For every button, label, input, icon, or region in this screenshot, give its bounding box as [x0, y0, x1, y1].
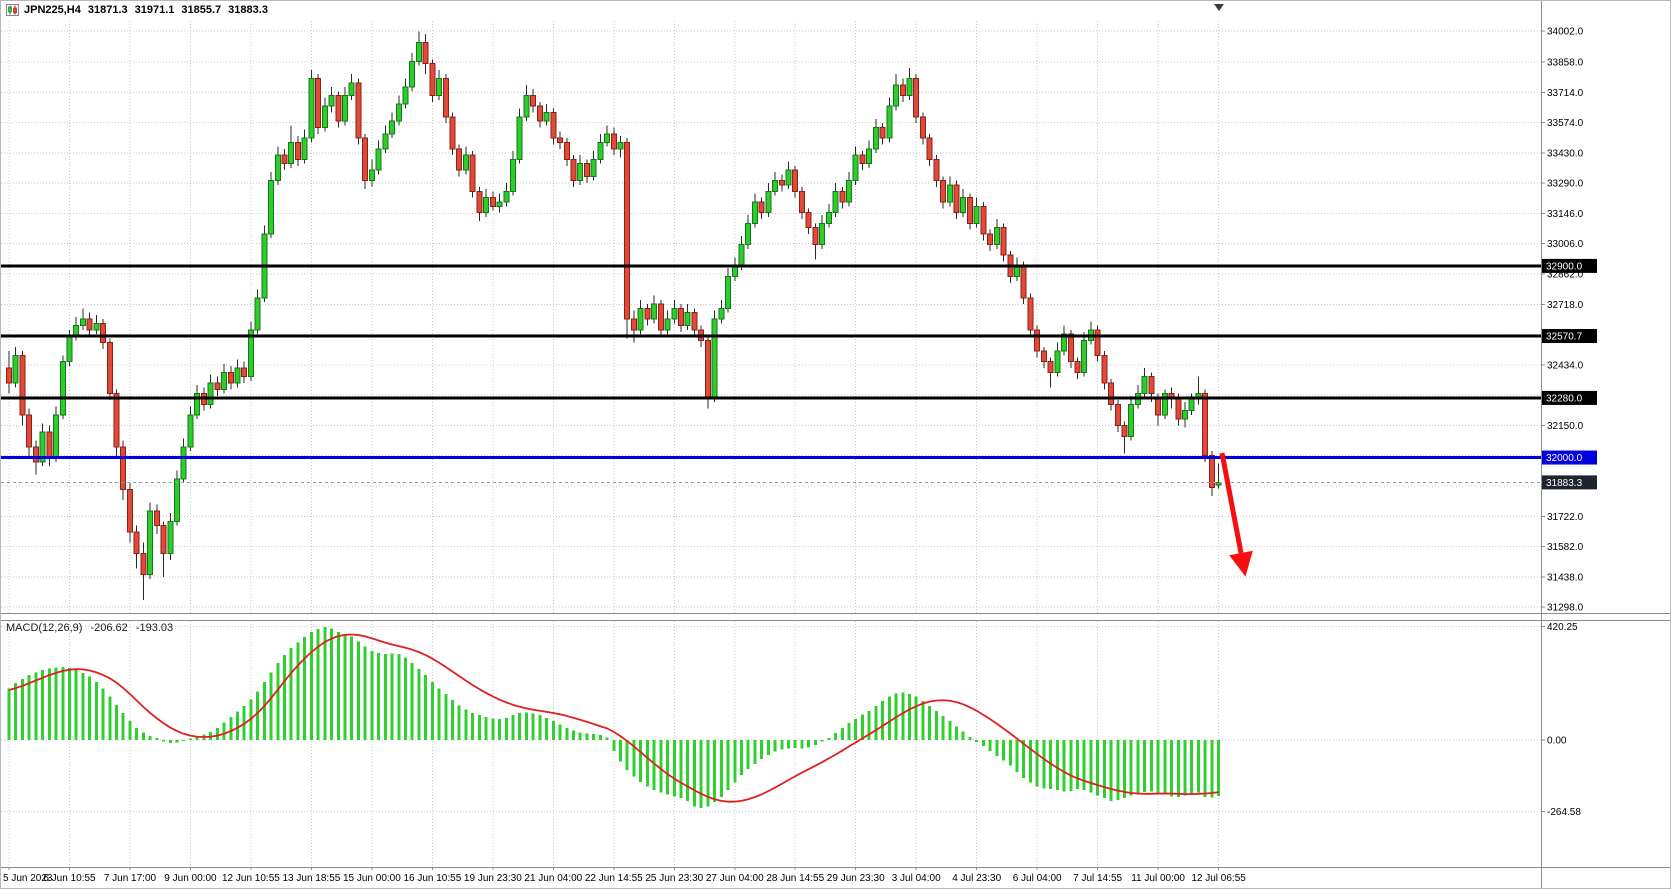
price-tick-label: 34002.0: [1547, 27, 1584, 38]
time-tick-label: 11 Jul 00:00: [1131, 873, 1185, 884]
time-tick-label: 7 Jul 14:55: [1073, 873, 1122, 884]
macd-signal-line: [8, 633, 1219, 803]
time-tick-label: 4 Jul 23:30: [952, 873, 1001, 884]
quote-high: 31971.1: [134, 4, 175, 16]
candlestick-chart-icon: [6, 4, 19, 16]
time-tick-label: 13 Jun 18:55: [282, 873, 340, 884]
price-tick-label: 31298.0: [1547, 603, 1584, 614]
price-badges: 32900.0 32570.7 32280.0 32000.0 31883.3: [1542, 258, 1597, 490]
chart-shift-marker: [1214, 4, 1224, 11]
price-tick-label: 33290.0: [1547, 178, 1584, 189]
price-badge: [1542, 329, 1597, 344]
candles: [6, 31, 1222, 601]
price-tick-label: 33714.0: [1547, 88, 1584, 99]
macd-histogram: [7, 626, 1221, 809]
time-tick-label: 27 Jun 04:00: [706, 873, 764, 884]
price-badge-label: 32900.0: [1546, 261, 1583, 272]
price-tick-label: 31582.0: [1547, 542, 1584, 553]
time-tick-label: 3 Jul 04:00: [892, 873, 941, 884]
price-axis[interactable]: 34002.0 33858.0 33714.0 33574.0 33430.0 33290…: [1541, 1, 1584, 889]
time-tick-label: 9 Jun 00:00: [164, 873, 217, 884]
time-tick-label: 5 Jun 2023: [3, 873, 53, 884]
time-tick-label: 15 Jun 00:00: [343, 873, 401, 884]
time-tick-label: 25 Jun 23:30: [645, 873, 703, 884]
macd-tick-label: -264.58: [1547, 807, 1581, 818]
price-badge: [1542, 390, 1597, 405]
price-badge-label: 31883.3: [1546, 478, 1583, 489]
panel-separator: [1, 613, 1670, 621]
price-tick-label: 33858.0: [1547, 57, 1584, 68]
symbol-timeframe-label: JPN225,H4: [24, 4, 81, 16]
macd-tick-label: 0.00: [1547, 736, 1567, 747]
macd-indicator-label: MACD(12,26,9) -206.62 -193.03: [6, 622, 178, 634]
price-tick-label: 33574.0: [1547, 118, 1584, 129]
price-badge: [1542, 450, 1597, 465]
time-tick-label: 22 Jun 14:55: [585, 873, 643, 884]
time-tick-label: 6 Jun 10:55: [43, 873, 96, 884]
chart-ohlc-header: JPN225,H4 31871.3 31971.1 31855.7 31883.…: [6, 4, 268, 16]
time-tick-label: 29 Jun 23:30: [827, 873, 885, 884]
time-tick-label: 28 Jun 14:55: [766, 873, 824, 884]
macd-tick-label: 420.25: [1547, 622, 1578, 633]
price-badge-label: 32570.7: [1546, 332, 1583, 343]
price-tick-label: 33430.0: [1547, 149, 1584, 160]
price-tick-label: 32434.0: [1547, 361, 1584, 372]
price-badge-label: 32280.0: [1546, 393, 1583, 404]
horizontal-price-lines[interactable]: [1, 264, 1541, 483]
price-tick-label: 33146.0: [1547, 209, 1584, 220]
price-tick-label: 32150.0: [1547, 421, 1584, 432]
price-tick-label: 31722.0: [1547, 512, 1584, 523]
price-badge: [1542, 258, 1597, 273]
time-tick-label: 7 Jun 17:00: [104, 873, 157, 884]
price-badge: [1542, 475, 1597, 490]
time-tick-label: 12 Jun 10:55: [222, 873, 280, 884]
macd-main-value: -206.62: [90, 622, 128, 634]
price-tick-label: 32718.0: [1547, 300, 1584, 311]
quote-low: 31855.7: [181, 4, 222, 16]
price-tick-label: 31438.0: [1547, 573, 1584, 584]
time-tick-label: 19 Jun 23:30: [464, 873, 522, 884]
macd-name: MACD(12,26,9): [6, 622, 83, 634]
price-tick-label: 32862.0: [1547, 269, 1584, 280]
macd-signal-value: -193.03: [135, 622, 174, 634]
quote-close: 31883.3: [228, 4, 268, 16]
quote-open: 31871.3: [87, 4, 128, 16]
price-tick-label: 33006.0: [1547, 239, 1584, 250]
down-arrow-annotation[interactable]: [1219, 452, 1253, 577]
time-tick-label: 16 Jun 10:55: [403, 873, 461, 884]
price-badge-label: 32000.0: [1546, 453, 1583, 464]
time-tick-label: 21 Jun 04:00: [524, 873, 582, 884]
time-tick-label: 6 Jul 04:00: [1013, 873, 1062, 884]
time-tick-label: 12 Jul 06:55: [1191, 873, 1246, 884]
